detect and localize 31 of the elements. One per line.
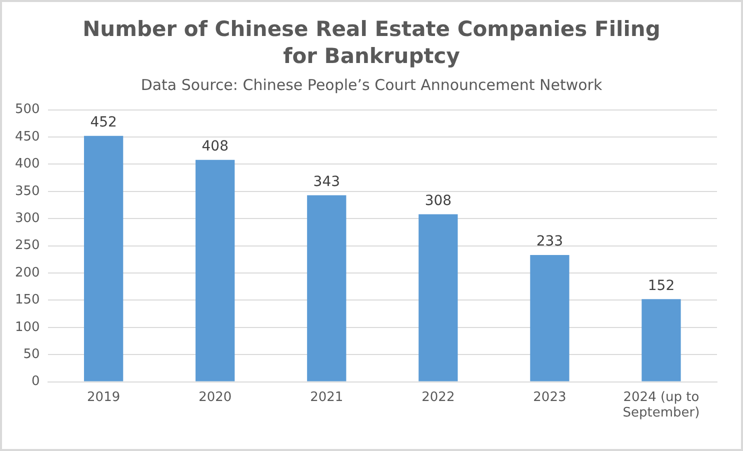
y-tick-label: 300 — [14, 210, 40, 226]
data-label: 343 — [313, 174, 340, 190]
data-label: 308 — [424, 192, 452, 209]
y-tick-label: 50 — [23, 346, 40, 362]
y-tick-label: 100 — [14, 320, 40, 335]
bar — [418, 214, 458, 382]
y-tick-label: 350 — [14, 184, 40, 199]
x-tick-label: 2024 (up to September) — [622, 390, 700, 421]
bar — [642, 299, 681, 382]
bar — [196, 160, 235, 382]
y-tick-label: 400 — [14, 156, 40, 172]
data-label: 152 — [648, 278, 675, 294]
x-tick-label: 2022 — [422, 390, 455, 405]
x-tick-label: 2020 — [198, 390, 232, 405]
y-tick-label: 0 — [32, 374, 40, 390]
x-tick-label: 2023 — [533, 390, 566, 405]
chart-title: Number of Chinese Real Estate Companies Filing for Bankruptcy — [82, 16, 662, 70]
bar — [84, 136, 124, 382]
y-tick-label: 250 — [14, 238, 40, 254]
bar — [530, 255, 570, 382]
chart-subtitle: Data Source: Chinese People’s Court Announcement Network — [140, 76, 604, 94]
data-label: 452 — [90, 114, 117, 131]
data-label: 408 — [202, 138, 228, 154]
x-tick-label: 2019 — [87, 390, 120, 405]
data-label: 233 — [536, 234, 564, 250]
x-tick-label: 2021 — [310, 390, 344, 405]
y-tick-label: 500 — [14, 102, 40, 118]
y-tick-label: 150 — [14, 292, 40, 308]
y-tick-label: 200 — [14, 265, 40, 280]
bar — [307, 195, 346, 382]
y-tick-label: 450 — [14, 129, 40, 144]
